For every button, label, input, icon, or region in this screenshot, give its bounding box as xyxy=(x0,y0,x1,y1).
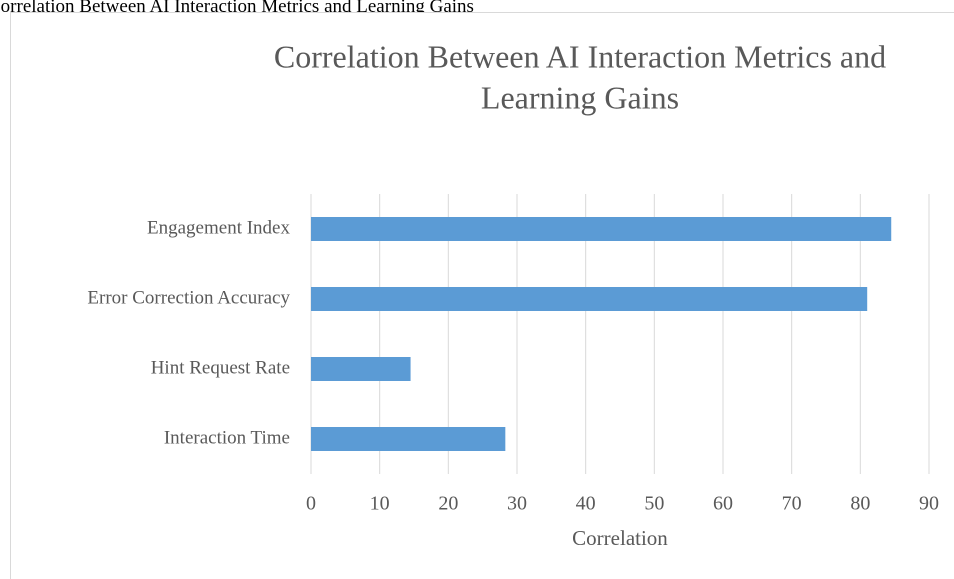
x-tick-label: 60 xyxy=(713,493,733,515)
bar xyxy=(311,427,506,451)
x-tick-label: 30 xyxy=(507,493,527,515)
y-tick-label: Error Correction Accuracy xyxy=(87,287,290,308)
x-tick-label: 40 xyxy=(576,493,596,515)
x-tick-label: 80 xyxy=(850,493,870,515)
x-tick-label: 70 xyxy=(782,493,802,515)
y-tick-label: Interaction Time xyxy=(164,427,290,448)
x-tick-label: 0 xyxy=(306,493,316,515)
bar xyxy=(311,287,868,311)
chart-title: Correlation Between AI Interaction Metri… xyxy=(274,38,886,74)
bar xyxy=(311,217,892,241)
y-tick-label: Hint Request Rate xyxy=(151,357,290,378)
chart-title: Learning Gains xyxy=(481,79,679,115)
bar xyxy=(311,357,411,381)
y-tick-label: Engagement Index xyxy=(147,217,290,238)
x-tick-label: 10 xyxy=(370,493,390,515)
x-tick-label: 20 xyxy=(438,493,458,515)
x-axis-label: Correlation xyxy=(572,526,668,550)
x-tick-label: 90 xyxy=(919,493,939,515)
x-tick-label: 50 xyxy=(644,493,664,515)
